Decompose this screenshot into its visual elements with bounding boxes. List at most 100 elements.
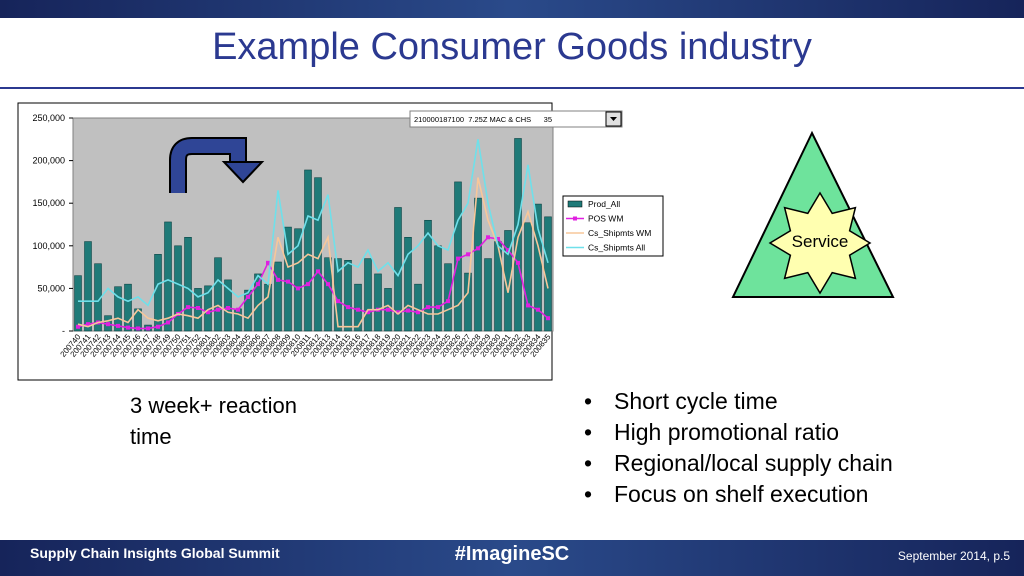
line-marker — [126, 325, 130, 330]
bar — [174, 245, 182, 332]
bar — [304, 169, 312, 332]
line-marker — [536, 307, 540, 312]
line-marker — [136, 326, 140, 331]
bar — [184, 237, 192, 332]
bar — [534, 203, 542, 332]
bar — [484, 258, 492, 332]
line-marker — [476, 246, 480, 251]
line-marker — [86, 322, 90, 327]
bar — [364, 258, 372, 332]
line-marker — [76, 324, 80, 329]
star — [768, 191, 872, 295]
footer-right: September 2014, p.5 — [897, 549, 1010, 563]
line-marker — [516, 260, 520, 265]
slide-title: Example Consumer Goods industry — [212, 26, 812, 68]
bar — [354, 283, 362, 332]
y-tick-label: 100,000 — [32, 241, 65, 251]
bar — [274, 261, 282, 332]
bar — [414, 283, 422, 332]
bar — [244, 289, 252, 332]
line-marker — [186, 305, 190, 310]
annotation: 3 week+ reaction time — [130, 393, 297, 449]
line-marker — [496, 236, 500, 241]
line-marker — [346, 305, 350, 310]
bar — [164, 221, 172, 332]
y-tick-label: 50,000 — [37, 283, 65, 293]
line-marker — [416, 310, 420, 315]
bar — [284, 226, 292, 332]
diagram-label: Service — [792, 232, 849, 251]
bar — [494, 241, 502, 332]
bar — [264, 283, 272, 332]
line-marker — [486, 235, 490, 240]
bar — [454, 181, 462, 332]
line — [78, 139, 549, 307]
bar — [224, 279, 232, 332]
bar — [84, 241, 92, 332]
bar — [214, 257, 222, 332]
bar — [434, 245, 442, 332]
bar — [324, 257, 332, 332]
bar — [474, 197, 482, 332]
line-marker — [506, 248, 510, 253]
line-marker — [426, 305, 430, 310]
bar — [514, 138, 522, 332]
legend-label: POS WM — [588, 214, 623, 224]
footer-band — [0, 540, 1024, 576]
line-marker — [336, 299, 340, 304]
line-marker — [526, 303, 530, 308]
line-marker — [406, 308, 410, 313]
bar — [444, 263, 452, 332]
line-marker — [326, 282, 330, 287]
line-marker — [216, 307, 220, 312]
bullet: Regional/local supply chain — [584, 448, 893, 479]
bar — [74, 275, 82, 332]
line-marker — [286, 279, 290, 284]
arrow-icon — [169, 137, 265, 193]
bar — [114, 286, 122, 332]
line-marker — [386, 307, 390, 312]
line-marker — [296, 286, 300, 291]
legend-marker — [573, 216, 577, 221]
line-marker — [116, 323, 120, 328]
line-marker — [546, 316, 550, 321]
bar — [314, 177, 322, 332]
bar — [374, 273, 382, 332]
bar — [294, 228, 302, 332]
legend-label: Cs_Shipmts WM — [588, 228, 651, 238]
bar — [344, 260, 352, 332]
bar — [404, 237, 412, 332]
line-marker — [276, 277, 280, 282]
line-marker — [206, 310, 210, 315]
header-band — [0, 0, 1024, 18]
bar — [234, 308, 242, 332]
y-tick-label: 150,000 — [32, 198, 65, 208]
line-marker — [236, 307, 240, 312]
dropdown-text: 210000187100 7.25Z MAC & CHS 35 — [414, 115, 552, 124]
footer-center: #ImagineSC — [454, 543, 570, 565]
line-marker — [226, 305, 230, 310]
line — [77, 177, 549, 328]
y-tick-label: 250,000 — [32, 113, 65, 123]
bullet-list: Short cycle time High promotional ratio … — [584, 386, 893, 510]
bullet: High promotional ratio — [584, 417, 893, 448]
line-marker — [456, 256, 460, 261]
bar — [524, 222, 532, 332]
bar — [504, 230, 512, 332]
legend-label: Cs_Shipmts All — [588, 243, 645, 253]
line-marker — [256, 282, 260, 287]
line-marker — [266, 260, 270, 265]
line-marker — [106, 322, 110, 327]
line-marker — [156, 324, 160, 329]
bar — [124, 283, 132, 332]
line-marker — [466, 252, 470, 257]
y-tick-label: - — [62, 326, 65, 336]
bullet: Focus on shelf execution — [584, 479, 893, 510]
y-tick-label: 200,000 — [32, 156, 65, 166]
line-marker — [196, 305, 200, 310]
line-marker — [356, 307, 360, 312]
line-marker — [366, 310, 370, 315]
legend-swatch — [567, 200, 583, 208]
